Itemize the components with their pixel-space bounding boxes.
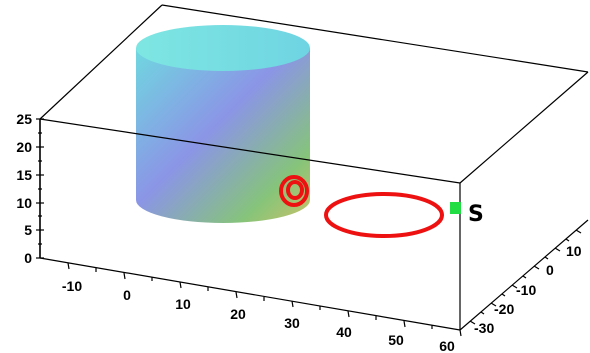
- cylinder-top: [136, 25, 310, 71]
- cylinder-body: [136, 48, 310, 223]
- x-tick-label: 60: [439, 338, 455, 353]
- cylinder: [136, 25, 310, 223]
- point-s-marker: [450, 202, 461, 214]
- x-tick-label: 10: [175, 296, 191, 312]
- red-ring: [324, 192, 444, 238]
- box-back-edges: [39, 4, 589, 184]
- z-tick-label: 0: [24, 250, 32, 266]
- z-tick-label: 15: [16, 167, 32, 183]
- x-tick-label: 20: [230, 306, 246, 322]
- y-tick-label: 10: [566, 243, 582, 259]
- y-tick-label: -20: [494, 301, 514, 317]
- x-axis: -10 0 10 20 30 40 50 60: [62, 262, 462, 353]
- y-tick-label: -30: [474, 320, 494, 336]
- z-tick-label: 25: [16, 111, 32, 127]
- z-tick-label: 20: [16, 139, 32, 155]
- x-tick-label: 30: [284, 315, 300, 331]
- z-tick-label: 10: [16, 195, 32, 211]
- z-axis: 0 5 10 15 20 25: [16, 111, 44, 266]
- y-axis: -30 -20 -10 0 10: [469, 229, 582, 336]
- x-tick-label: 50: [388, 332, 404, 348]
- x-tick-label: 40: [336, 324, 352, 340]
- y-tick-label: 0: [546, 262, 554, 278]
- y-tick-label: -10: [516, 282, 536, 298]
- x-tick-label: -10: [62, 278, 82, 294]
- red-helix-spot: [279, 175, 309, 207]
- x-tick-label: 0: [123, 287, 131, 303]
- point-s-label: S: [468, 202, 484, 227]
- z-tick-label: 5: [24, 222, 32, 238]
